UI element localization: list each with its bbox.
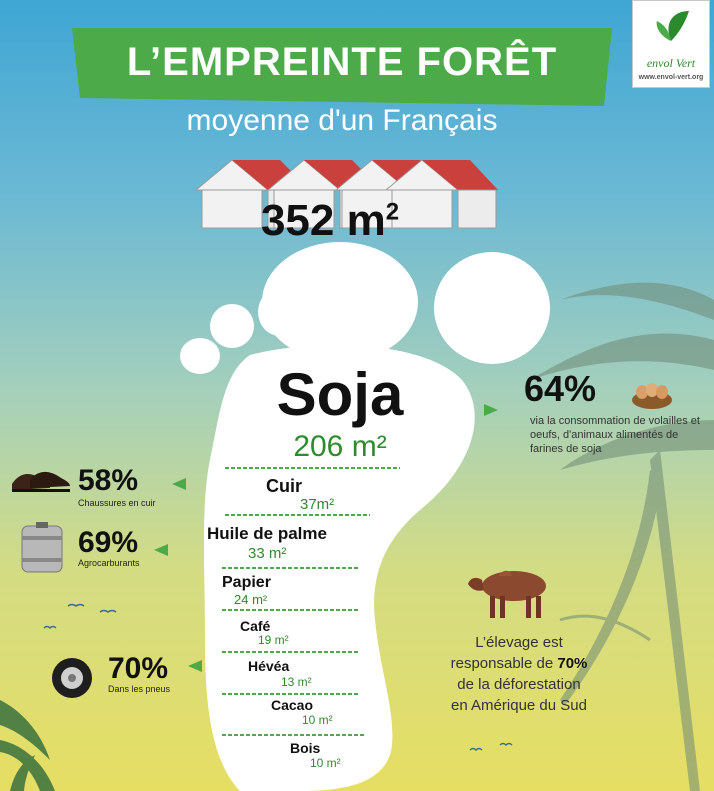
elevage-line2-text: responsable de [450, 655, 558, 672]
total-area-exponent: 2 [385, 198, 400, 226]
soja-area: 206 m² [293, 430, 387, 463]
item-cafe-name: Café [240, 618, 271, 634]
item-palme-value: 33 m² [248, 545, 287, 562]
item-cacao-name: Cacao [271, 697, 314, 713]
separator-lines [222, 467, 400, 736]
cuir-percent-label: Chaussures en cuir [78, 498, 156, 508]
shoes-icon [12, 471, 70, 492]
item-cuir-name: Cuir [266, 476, 302, 496]
elevage-line1: L’élevage est [475, 634, 563, 651]
egg-basket-icon [632, 383, 672, 409]
soja-label: Soja [276, 361, 404, 428]
item-papier-value: 24 m² [234, 592, 268, 607]
butterfly-icon [656, 11, 689, 41]
arrow-right-icon [484, 404, 498, 416]
elevage-line2: responsable de 70% [424, 653, 614, 674]
item-bois-name: Bois [290, 740, 321, 756]
item-cafe-value: 19 m² [258, 633, 289, 647]
elevage-text: L’élevage est responsable de 70% de la d… [424, 632, 614, 716]
hevea-percent-label: Dans les pneus [108, 684, 171, 694]
item-hevea-value: 13 m² [281, 675, 312, 689]
birds [43, 603, 513, 752]
total-area-value: 352 m [260, 196, 386, 245]
page-subtitle: moyenne d'un Français [186, 104, 498, 137]
page-title: L’EMPREINTE FORÊT [126, 40, 558, 84]
elevage-line4: en Amérique du Sud [451, 697, 587, 714]
elevage-line3: de la déforestation [457, 676, 581, 693]
arrow-left-icon [154, 544, 168, 556]
title-banner [72, 28, 612, 106]
soja-percent: 64% [524, 368, 597, 409]
cattle-icon [468, 570, 546, 618]
arrow-left-icon [172, 478, 186, 490]
house-icon [384, 159, 498, 229]
item-cacao-value: 10 m² [302, 713, 333, 727]
logo-name: envol Vert [646, 56, 696, 70]
elevage-percent: 70% [557, 655, 588, 672]
total-area: 352 m2 [180, 196, 480, 246]
envol-vert-logo [632, 0, 710, 88]
item-palme-name: Huile de palme [207, 524, 327, 543]
hevea-percent: 70% [108, 652, 169, 685]
keg-icon [21, 522, 63, 573]
palm-leaves [0, 700, 55, 791]
item-bois-value: 10 m² [310, 756, 341, 770]
item-papier-name: Papier [222, 574, 271, 591]
palme-percent-label: Agrocarburants [78, 558, 140, 568]
cuir-percent: 58% [78, 464, 139, 497]
tire-icon [52, 658, 92, 698]
arrow-left-icon [188, 660, 202, 672]
houses-illustration [194, 159, 498, 229]
soja-percent-label: via la consommation de volailles et oeuf… [530, 415, 700, 455]
tree-silhouette [530, 282, 714, 791]
item-hevea-name: Hévéa [248, 658, 290, 674]
logo-url: www.envol-vert.org [638, 74, 704, 81]
palme-percent: 69% [78, 526, 139, 559]
item-cuir-value: 37m² [300, 496, 335, 513]
